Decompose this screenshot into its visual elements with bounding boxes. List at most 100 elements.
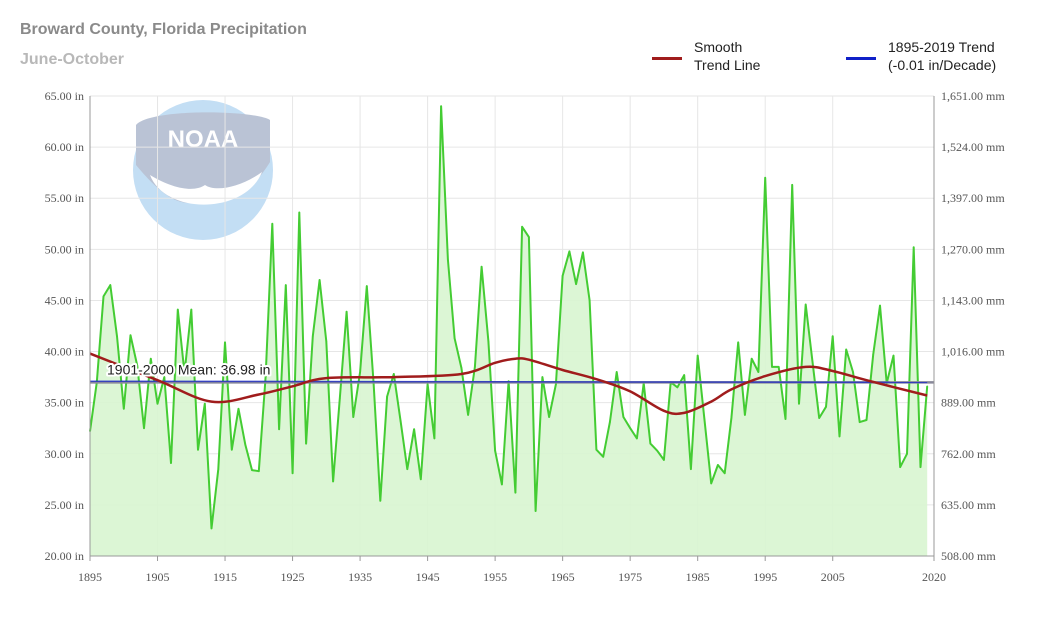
precipitation-point bbox=[872, 353, 874, 356]
precipitation-point bbox=[453, 337, 456, 340]
precipitation-point bbox=[744, 414, 746, 416]
precipitation-point bbox=[879, 304, 881, 307]
precipitation-point bbox=[912, 246, 915, 249]
precipitation-point bbox=[305, 442, 307, 445]
y-tick-label-left: 20.00 in bbox=[45, 549, 84, 563]
precipitation-point bbox=[325, 340, 328, 343]
y-tick-label-left: 25.00 in bbox=[45, 498, 84, 512]
y-tick-label-left: 50.00 in bbox=[45, 242, 84, 256]
precipitation-point bbox=[102, 295, 105, 298]
precipitation-point bbox=[278, 428, 280, 431]
x-tick-label: 1985 bbox=[686, 570, 710, 584]
x-tick-label: 1945 bbox=[416, 570, 440, 584]
precipitation-point bbox=[710, 482, 712, 485]
precipitation-point bbox=[555, 383, 557, 386]
precipitation-point bbox=[723, 472, 726, 475]
smooth-trend-line bbox=[89, 352, 928, 416]
precipitation-point bbox=[663, 459, 665, 461]
x-tick-label: 2005 bbox=[821, 570, 845, 584]
precipitation-point bbox=[764, 177, 766, 179]
x-tick-label: 1915 bbox=[213, 570, 237, 584]
precipitation-point bbox=[582, 251, 584, 254]
precipitation-point bbox=[798, 402, 800, 405]
chart-subtitle: June-October bbox=[20, 51, 125, 68]
noaa-logo: NOAA bbox=[133, 100, 273, 240]
precipitation-point bbox=[676, 386, 679, 389]
legend-label-smooth-line2: Trend Line bbox=[694, 57, 761, 73]
precipitation-point bbox=[237, 408, 240, 410]
precipitation-point bbox=[683, 374, 685, 376]
precipitation-point bbox=[757, 371, 760, 373]
y-tick-label-left: 65.00 in bbox=[45, 89, 84, 103]
precipitation-point bbox=[771, 366, 773, 368]
precipitation-point bbox=[426, 383, 429, 386]
precipitation-point bbox=[298, 211, 301, 214]
precipitation-point bbox=[177, 308, 179, 311]
precipitation-point bbox=[197, 448, 199, 451]
y-tick-label-left: 35.00 in bbox=[45, 396, 84, 410]
precipitation-point bbox=[393, 373, 395, 375]
precipitation-point bbox=[480, 265, 483, 268]
precipitation-point bbox=[575, 283, 577, 285]
precipitation-point bbox=[190, 308, 193, 311]
precipitation-point bbox=[244, 443, 247, 446]
precipitation-point bbox=[818, 417, 820, 419]
precipitation-point bbox=[622, 416, 625, 418]
y-tick-label-right: 1,524.00 mm bbox=[941, 140, 1005, 154]
chart-title: Broward County, Florida Precipitation bbox=[20, 21, 307, 38]
y-tick-label-right: 762.00 mm bbox=[941, 447, 996, 461]
precipitation-point bbox=[231, 448, 233, 451]
precipitation-point bbox=[595, 448, 598, 451]
precipitation-point bbox=[210, 527, 213, 530]
legend-label-smooth: Smooth Trend Line bbox=[694, 38, 760, 74]
precipitation-point bbox=[163, 376, 166, 378]
precipitation-point bbox=[420, 478, 422, 481]
precipitation-point bbox=[123, 408, 125, 410]
legend-label-trend-line2: (-0.01 in/Decade) bbox=[888, 57, 997, 73]
y-tick-label-left: 45.00 in bbox=[45, 293, 84, 307]
precipitation-point bbox=[352, 416, 355, 418]
precipitation-point bbox=[460, 367, 463, 369]
precipitation-point bbox=[366, 285, 368, 287]
precipitation-point bbox=[379, 500, 382, 502]
x-tick-label: 1975 bbox=[618, 570, 642, 584]
precipitation-point bbox=[156, 402, 159, 405]
precipitation-point bbox=[906, 453, 908, 455]
precipitation-point bbox=[129, 334, 132, 337]
precipitation-point bbox=[399, 420, 402, 422]
precipitation-point bbox=[501, 483, 503, 486]
precipitation-point bbox=[791, 184, 793, 186]
precipitation-point bbox=[811, 361, 814, 363]
precipitation-point bbox=[548, 416, 550, 418]
precipitation-point bbox=[116, 335, 118, 338]
precipitation-point bbox=[291, 472, 294, 475]
legend-label-trend: 1895-2019 Trend (-0.01 in/Decade) bbox=[888, 38, 996, 74]
precipitation-point bbox=[892, 354, 895, 357]
legend-label-smooth-line1: Smooth bbox=[694, 39, 743, 55]
precipitation-point bbox=[494, 449, 496, 452]
plot-area: 1901-2000 Mean: 36.98 in bbox=[89, 105, 934, 556]
precipitation-point bbox=[183, 372, 186, 374]
precipitation-point bbox=[386, 395, 388, 398]
precipitation-point bbox=[804, 303, 807, 306]
precipitation-point bbox=[534, 510, 537, 512]
precipitation-point bbox=[899, 466, 901, 468]
y-tick-label-right: 1,143.00 mm bbox=[941, 293, 1005, 307]
precipitation-point bbox=[730, 417, 733, 419]
y-tick-label-right: 1,397.00 mm bbox=[941, 191, 1005, 205]
x-tick-label: 2020 bbox=[922, 570, 946, 584]
precipitation-point bbox=[359, 371, 361, 373]
y-tick-label-right: 508.00 mm bbox=[941, 549, 996, 563]
legend-label-trend-line1: 1895-2019 Trend bbox=[888, 39, 995, 55]
precipitation-point bbox=[919, 466, 922, 468]
precipitation-point bbox=[170, 462, 172, 464]
noaa-logo-text: NOAA bbox=[168, 126, 239, 153]
precipitation-point bbox=[204, 402, 206, 405]
precipitation-point bbox=[528, 236, 530, 238]
precipitation-point bbox=[474, 366, 476, 368]
precipitation-point bbox=[264, 376, 267, 378]
precipitation-point bbox=[561, 275, 564, 277]
precipitation-point bbox=[852, 371, 854, 373]
precipitation-point bbox=[865, 419, 868, 421]
